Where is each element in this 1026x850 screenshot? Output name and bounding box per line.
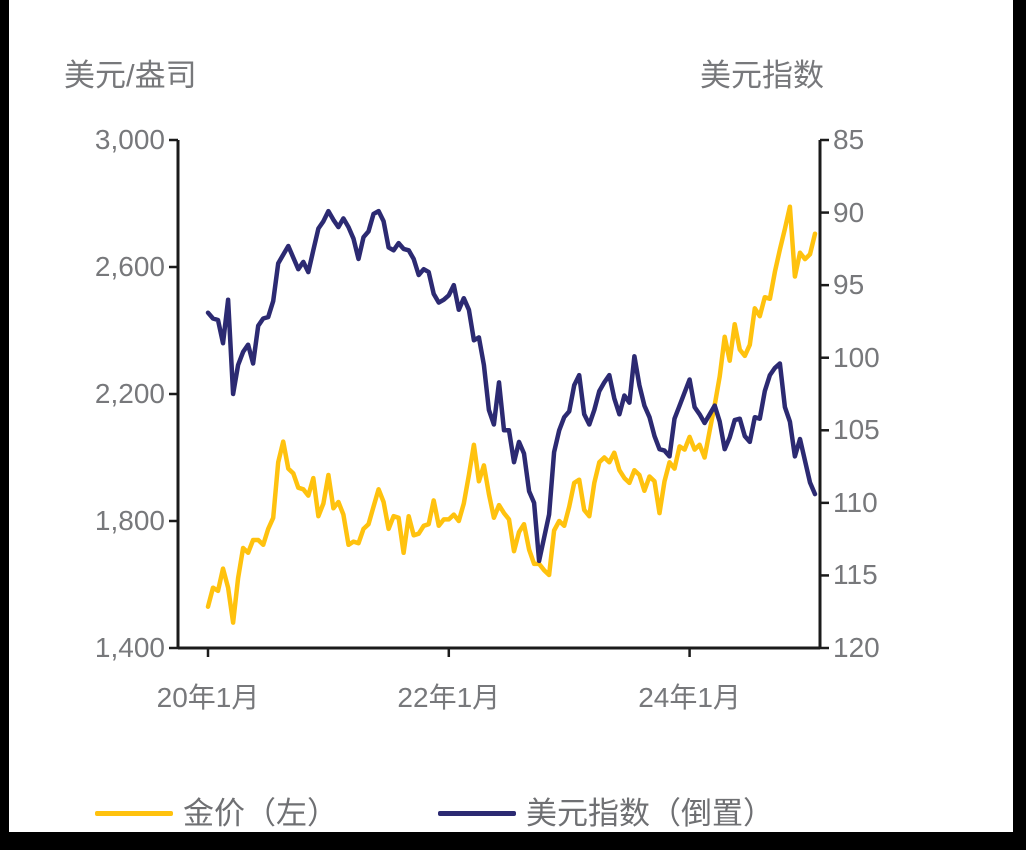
legend-item: 美元指数（倒置） [438, 795, 774, 832]
y-right-tick-label: 105 [833, 414, 880, 446]
y-right-tick-label: 120 [833, 632, 880, 663]
legend: 金价（左） 美元指数（倒置） [95, 795, 774, 832]
legend-label: 美元指数（倒置） [526, 796, 774, 831]
legend-line-swatch [95, 811, 173, 817]
series-line-usd-index [205, 208, 818, 564]
y-right-tick-label: 115 [833, 559, 878, 591]
y-left-tick-label: 2,200 [94, 378, 165, 409]
y-left-tick-label: 3,000 [94, 124, 165, 155]
x-axis-tick-label: 20年1月 [156, 682, 260, 713]
y-left-tick-label: 1,800 [94, 505, 165, 536]
x-axis-tick-label: 22年1月 [397, 682, 501, 713]
legend-label: 金价（左） [183, 796, 338, 831]
right-axis-title: 美元指数 [700, 58, 824, 93]
y-left-tick-label: 2,600 [94, 251, 165, 282]
y-right-tick-label: 95 [833, 269, 865, 301]
y-left-tick-label: 1,400 [94, 632, 165, 663]
y-right-tick-label: 90 [833, 196, 865, 228]
y-right-tick-label: 85 [833, 124, 865, 155]
legend-item: 金价（左） [95, 795, 338, 832]
y-right-tick-label: 110 [833, 486, 878, 518]
chart-panel [9, 0, 1013, 832]
legend-line-swatch [438, 811, 516, 817]
y-right-tick-label: 100 [833, 341, 880, 373]
left-axis-title: 美元/盎司 [64, 58, 197, 93]
x-axis-tick-label: 24年1月 [638, 682, 741, 713]
